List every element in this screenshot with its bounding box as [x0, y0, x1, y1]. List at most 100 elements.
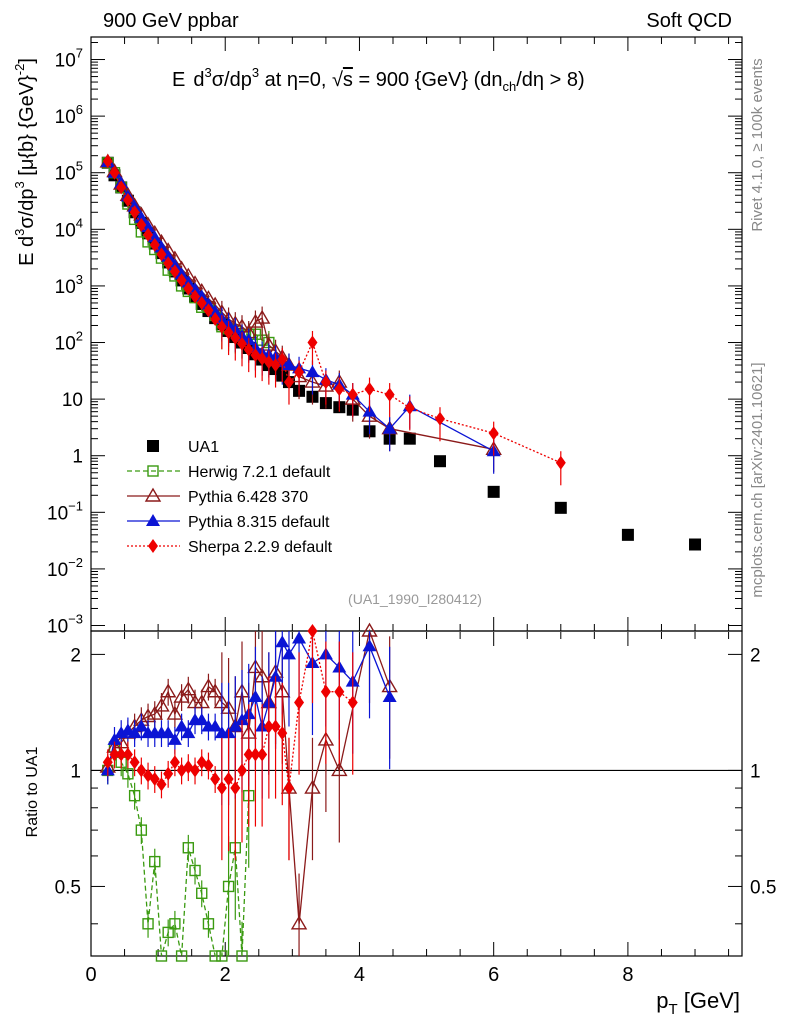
data-point	[116, 180, 127, 195]
data-point	[554, 501, 567, 514]
ratio-point	[156, 777, 167, 792]
y-tick-label: 10−1	[47, 498, 83, 524]
data-point	[196, 295, 207, 310]
ratio-point	[127, 726, 142, 739]
ratio-point	[107, 732, 122, 745]
ratio-point	[210, 772, 221, 787]
data-point	[102, 154, 113, 169]
ratio-point	[155, 950, 168, 962]
ratio-point	[235, 713, 250, 726]
main-plot-series	[99, 153, 702, 551]
ratio-point	[268, 669, 283, 682]
ratio-point	[116, 747, 127, 762]
y-tick-label: 105	[55, 159, 83, 185]
data-point	[163, 256, 174, 271]
y-tick-label: 1	[72, 447, 83, 468]
y-tick-label: 104	[55, 215, 83, 241]
ratio-point	[200, 678, 217, 693]
ratio-point	[223, 772, 234, 787]
y-tick-label: 103	[55, 272, 83, 298]
ratio-point	[320, 684, 331, 699]
ratio-point	[283, 781, 294, 796]
ratio-point	[196, 887, 208, 899]
legend-entry: Sherpa 2.2.9 default	[127, 539, 333, 556]
data-point	[305, 365, 320, 378]
ratio-point	[263, 719, 274, 734]
data-point	[210, 312, 221, 327]
ratio-point	[161, 726, 176, 739]
ratio-point	[362, 639, 377, 652]
legend-label: Sherpa 2.2.9 default	[188, 539, 333, 556]
legend-marker	[147, 465, 159, 477]
data-point	[689, 538, 702, 551]
x-axis-label: pT [GeV]	[656, 988, 740, 1018]
legend: UA1 Herwig 7.2.1 default Pythia 6.428 370 P…	[127, 439, 333, 556]
ratio-point	[136, 763, 147, 778]
ratio-point	[149, 772, 160, 787]
data-point	[334, 382, 345, 397]
ratio-point	[189, 864, 201, 877]
data-point	[247, 313, 264, 328]
data-point	[183, 281, 194, 296]
ratio-point	[175, 950, 188, 962]
ratio-point	[216, 781, 227, 796]
ratio-point	[243, 747, 254, 762]
x-tick-label: 0	[85, 964, 96, 986]
data-point	[143, 227, 154, 242]
legend-label: Pythia 6.428 370	[188, 489, 308, 506]
ratio-point	[135, 824, 148, 836]
ratio-point	[166, 705, 184, 720]
ratio-point	[174, 719, 189, 732]
ratio-point	[277, 726, 288, 741]
data-point	[347, 387, 358, 402]
data-point	[230, 331, 241, 346]
ratio-point	[257, 747, 268, 762]
ratio-point	[173, 688, 190, 703]
ratio-point	[292, 631, 307, 644]
ratio-point	[167, 732, 182, 745]
ratio-point	[307, 624, 318, 638]
series-line	[107, 160, 562, 464]
data-point	[270, 358, 281, 373]
ratio-point	[347, 695, 358, 710]
ratio-point	[149, 855, 161, 868]
ratio-point	[146, 705, 163, 720]
legend-entry: Pythia 8.315 default	[127, 514, 330, 531]
ratio-point	[129, 755, 140, 770]
legend-label: Herwig 7.2.1 default	[188, 464, 331, 481]
x-tick-label: 8	[622, 964, 633, 986]
header-right: Soft QCD	[646, 10, 732, 32]
y-tick-label: 106	[55, 102, 83, 128]
ratio-point	[304, 779, 321, 794]
legend-entry: Herwig 7.2.1 default	[127, 464, 331, 481]
data-point	[109, 165, 120, 180]
ratio-point	[181, 726, 196, 739]
ratio-plot-series	[99, 622, 398, 962]
data-point	[403, 432, 416, 445]
ratio-y-tick-label-right: 2	[750, 645, 761, 666]
data-point	[129, 205, 140, 220]
data-point	[134, 210, 149, 223]
ratio-point	[102, 755, 113, 770]
ratio-point	[206, 683, 224, 698]
data-point	[203, 303, 214, 318]
ratio-point	[270, 719, 281, 734]
data-point	[190, 289, 201, 304]
data-point	[555, 455, 566, 470]
ratio-point	[216, 950, 228, 962]
legend-entry: UA1	[147, 439, 219, 456]
legend-marker	[144, 487, 162, 502]
ratio-point	[294, 695, 305, 710]
y-tick-label: 10	[62, 390, 83, 411]
ratio-y-axis-label: Ratio to UA1	[24, 747, 41, 838]
ratio-point	[128, 789, 141, 802]
ratio-point	[236, 950, 248, 962]
data-point	[382, 421, 397, 434]
data-point	[156, 247, 167, 262]
ratio-y-tick-label-right: 0.5	[750, 877, 776, 898]
ratio-line	[107, 745, 250, 957]
legend-label: UA1	[188, 439, 219, 456]
ratio-point	[180, 681, 197, 696]
ratio-point	[382, 690, 397, 703]
